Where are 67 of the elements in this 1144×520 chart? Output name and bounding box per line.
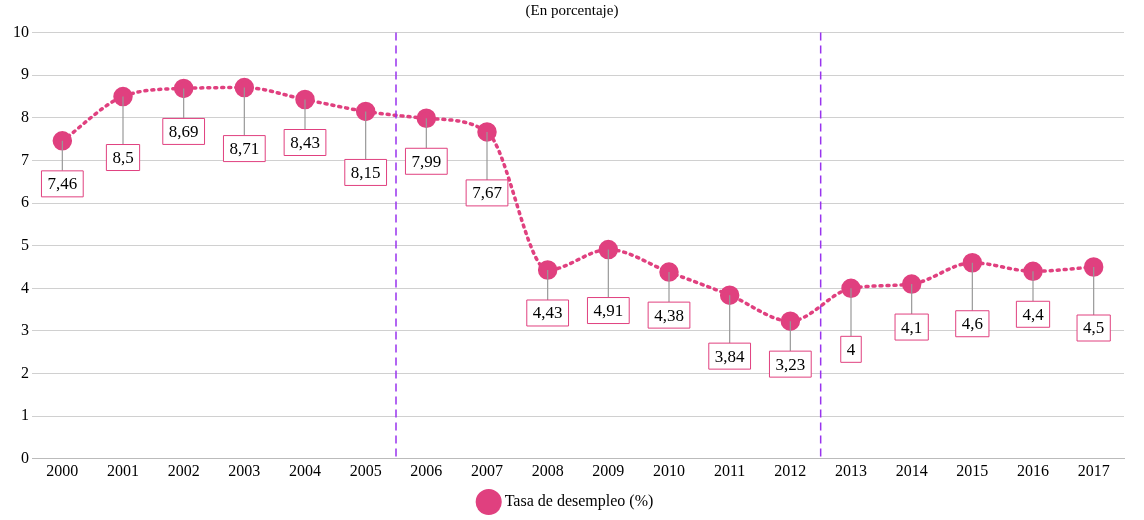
data-label: 4,5 — [1083, 318, 1105, 338]
y-tick-label: 8 — [21, 108, 29, 126]
x-tick-label: 2014 — [895, 461, 928, 479]
legend-label: Tasa de desempleo (%) — [504, 492, 654, 511]
data-label: 4,1 — [901, 317, 923, 337]
data-label: 8,43 — [290, 132, 320, 152]
x-tick-label: 2009 — [592, 461, 625, 479]
x-tick-label: 2017 — [1077, 461, 1110, 479]
x-tick-label: 2012 — [774, 461, 807, 479]
data-label: 3,84 — [714, 346, 746, 366]
data-label: 8,69 — [168, 121, 199, 141]
point — [537, 260, 558, 280]
point — [719, 285, 740, 305]
y-tick-label: 7 — [21, 150, 29, 168]
x-tick-label: 2006 — [410, 461, 443, 479]
data-label: 7,99 — [411, 151, 442, 171]
point — [295, 89, 315, 110]
data-label: 7,67 — [472, 183, 503, 203]
point — [659, 262, 679, 282]
point — [234, 77, 255, 98]
point — [598, 239, 619, 260]
x-tick-label: 2005 — [349, 461, 382, 479]
data-label: 8,15 — [350, 162, 381, 182]
x-tick-label: 2016 — [1017, 461, 1049, 479]
y-tick-label: 4 — [21, 278, 29, 296]
point — [1083, 257, 1104, 277]
y-tick-label: 0 — [21, 449, 29, 466]
x-tick-label: 2007 — [471, 461, 503, 479]
x-tick-label: 2002 — [167, 461, 200, 479]
point — [841, 278, 861, 299]
chart-subtitle: (En porcentaje) — [524, 1, 620, 20]
data-label: 8,71 — [229, 139, 260, 159]
point — [1023, 261, 1043, 282]
data-label: 3,23 — [775, 354, 806, 374]
point — [780, 311, 801, 331]
point — [962, 253, 983, 273]
data-label: 4,43 — [532, 303, 563, 323]
y-tick-label: 2 — [21, 363, 29, 381]
x-tick-label: 2010 — [653, 461, 685, 479]
point — [416, 108, 437, 129]
point — [901, 274, 922, 294]
x-tick-label: 2000 — [46, 461, 79, 479]
data-label: 4 — [846, 339, 856, 359]
x-tick-label: 2015 — [956, 461, 989, 479]
point — [52, 131, 73, 151]
data-label: 8,5 — [112, 148, 134, 167]
y-tick-label: 10 — [13, 22, 29, 40]
data-label: 4,6 — [961, 314, 983, 334]
data-label: 4,4 — [1022, 304, 1045, 324]
point — [355, 101, 376, 122]
y-tick-label: 9 — [21, 65, 29, 83]
y-tick-label: 1 — [21, 406, 29, 424]
data-label: 7,46 — [47, 174, 78, 194]
y-tick-label: 5 — [21, 235, 29, 253]
x-tick-label: 2008 — [531, 461, 564, 479]
x-tick-label: 2003 — [228, 461, 261, 479]
y-tick-label: 6 — [21, 193, 29, 211]
y-tick-label: 3 — [21, 321, 29, 339]
data-label: 4,91 — [593, 301, 624, 320]
point — [113, 86, 133, 107]
x-tick-label: 2011 — [713, 461, 746, 479]
x-tick-label: 2013 — [835, 461, 867, 479]
x-tick-label: 2001 — [107, 461, 139, 479]
point — [477, 122, 497, 142]
point — [173, 78, 194, 99]
data-label: 4,38 — [654, 305, 684, 325]
x-tick-label: 2004 — [289, 461, 321, 479]
